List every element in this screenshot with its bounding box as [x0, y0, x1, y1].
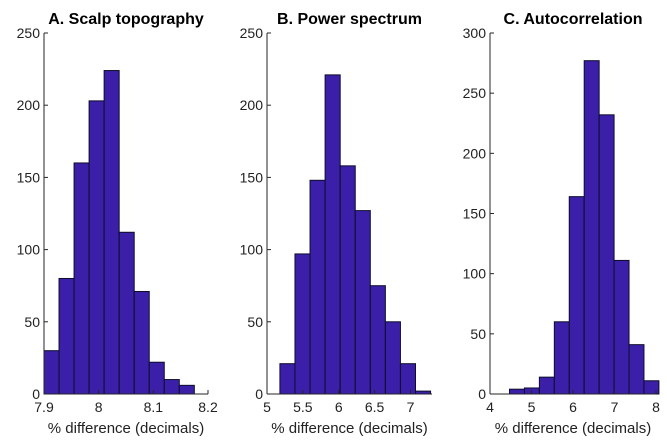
chart-1-y-tick-label: 150: [17, 169, 41, 185]
chart-2-bar: [339, 165, 356, 395]
chart-3-y-tick-label: 300: [463, 25, 487, 41]
chart-3-x-tick-label: 8: [652, 399, 660, 415]
chart-2-x-axis-label: % difference (decimals): [271, 420, 427, 437]
chart-2-bar: [279, 363, 296, 395]
chart-1-x-tick-label: 7.9: [34, 399, 54, 415]
chart-2-bar: [294, 253, 311, 395]
chart-1-bar: [58, 277, 75, 395]
chart-3-y-tick-label: 100: [463, 266, 487, 282]
chart-2-bar: [399, 363, 416, 395]
chart-3-bar: [568, 196, 585, 395]
chart-2-x-tick-label: 5.5: [293, 399, 313, 415]
chart-3-x-tick-label: 5: [528, 399, 536, 415]
chart-1-bar: [163, 379, 180, 395]
chart-3-y-tick-label: 200: [463, 145, 487, 161]
chart-1-bar: [133, 290, 150, 395]
chart-1-bar: [73, 162, 90, 395]
chart-3-bar: [643, 380, 660, 395]
chart-3-bar: [628, 344, 645, 395]
chart-3-bar: [553, 321, 570, 395]
chart-2-bar: [354, 210, 371, 395]
chart-3-x-tick-label: 4: [486, 399, 494, 415]
chart-3-x-tick-label: 7: [611, 399, 619, 415]
chart-1-y-tick-label: 200: [17, 97, 41, 113]
chart-2-y-tick-label: 250: [240, 25, 264, 41]
chart-1-bar: [118, 231, 135, 395]
chart-1-bar: [43, 350, 60, 395]
chart-3-bar: [598, 114, 615, 395]
chart-2-x-tick-label: 5: [263, 399, 271, 415]
chart-3-x-tick-label: 6: [569, 399, 577, 415]
chart-3-bar: [538, 376, 555, 395]
chart-2-x-tick-label: 7: [407, 399, 415, 415]
chart-1-bar: [148, 361, 165, 395]
chart-1-bar: [88, 100, 105, 395]
chart-3-bar: [509, 388, 525, 395]
chart-3-y-tick-label: 150: [463, 206, 487, 222]
chart-2-bar: [324, 74, 341, 395]
chart-2-x-tick-label: 6.5: [365, 399, 385, 415]
chart-3-title: C. Autocorrelation: [504, 11, 643, 28]
chart-1-bar: [178, 384, 195, 395]
chart-1-x-tick-label: 8.1: [144, 399, 164, 415]
chart-3-y-tick-label: 250: [463, 85, 487, 101]
chart-2-title: B. Power spectrum: [277, 11, 422, 28]
chart-2-x-tick-label: 6: [335, 399, 343, 415]
chart-1-y-tick-label: 100: [17, 242, 41, 258]
chart-3-bar: [613, 259, 630, 395]
chart-3-bar: [583, 60, 600, 395]
chart-2-bar: [369, 285, 386, 395]
chart-2-y-tick-label: 100: [240, 242, 264, 258]
chart-2-y-tick-label: 50: [247, 314, 263, 330]
chart-2-y-tick-label: 0: [255, 386, 263, 402]
chart-3-x-axis-label: % difference (decimals): [495, 420, 651, 437]
chart-1-x-tick-label: 8: [95, 399, 103, 415]
chart-3-y-tick-label: 50: [470, 326, 486, 342]
chart-1-y-tick-label: 50: [24, 314, 40, 330]
chart-1-y-tick-label: 250: [17, 25, 41, 41]
chart-1-title: A. Scalp topography: [48, 11, 204, 28]
chart-2-y-tick-label: 150: [240, 169, 264, 185]
chart-2-bar: [309, 179, 326, 395]
chart-2-y-tick-label: 200: [240, 97, 264, 113]
chart-1-y-tick-label: 0: [32, 386, 40, 402]
chart-2-bar: [384, 321, 401, 395]
chart-3-y-tick-label: 0: [478, 386, 486, 402]
chart-1-bar: [103, 70, 120, 395]
chart-1-x-tick-label: 8.2: [198, 399, 218, 415]
chart-1-x-axis-label: % difference (decimals): [48, 420, 204, 437]
